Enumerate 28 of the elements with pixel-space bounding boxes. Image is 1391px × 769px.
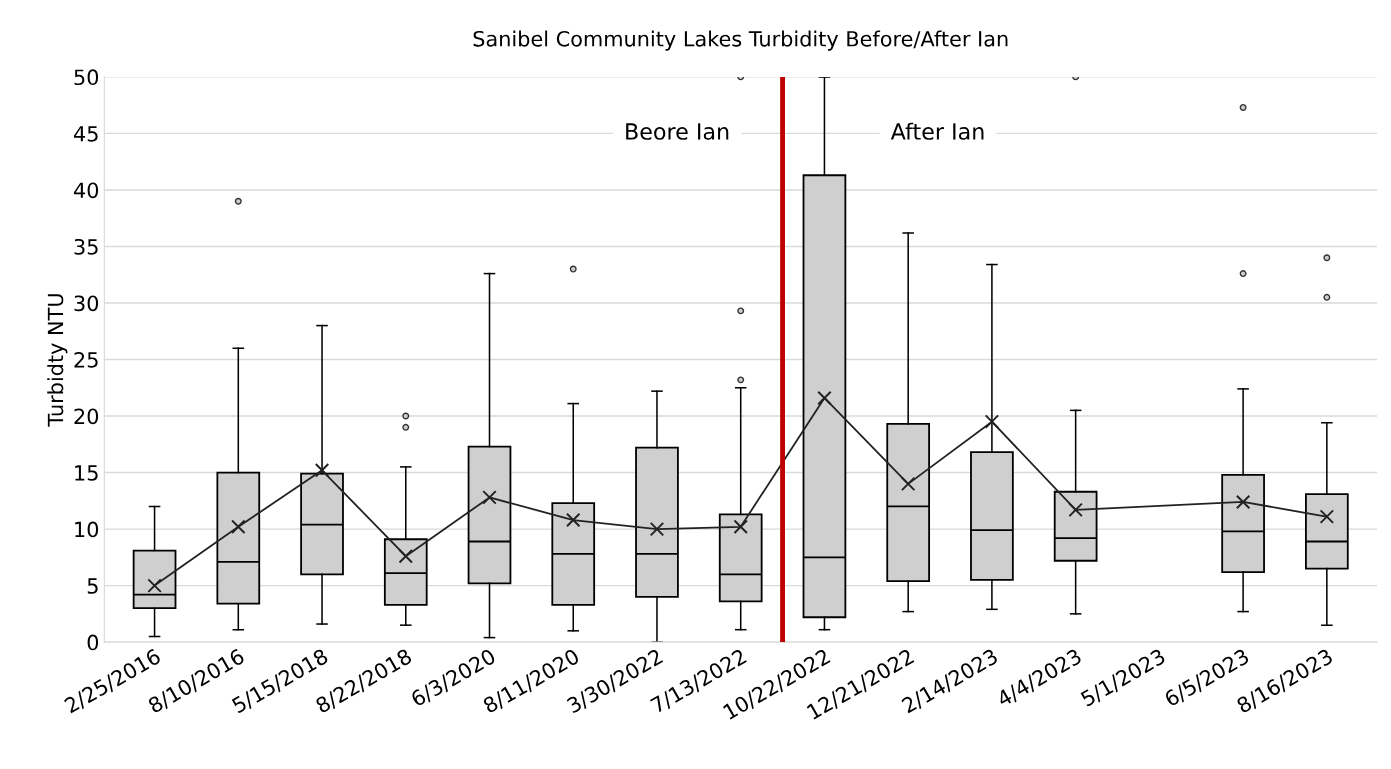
y-tick-label: 50 — [74, 69, 99, 86]
y-tick-label: 40 — [73, 182, 99, 199]
point — [482, 490, 497, 505]
point — [649, 521, 665, 537]
y-tick-label: 10 — [75, 521, 99, 538]
point — [900, 476, 916, 492]
y-tick-label: 30 — [74, 295, 99, 312]
annotation: Beore Ian — [626, 123, 729, 140]
point — [1319, 509, 1335, 524]
y-tick-label: 45 — [73, 126, 98, 142]
y-tick-label: 15 — [75, 465, 98, 481]
point — [1068, 502, 1083, 518]
annotation: After Ian — [890, 122, 984, 140]
chart-title: Sanibel Community Lakes Turbidity Before/After Ian — [473, 30, 1008, 51]
y-tick-label: 35 — [74, 238, 98, 255]
point — [1235, 494, 1251, 510]
point — [231, 519, 246, 535]
point — [566, 512, 581, 528]
point — [314, 463, 330, 478]
y-tick-label: 0 — [87, 634, 99, 651]
y-tick-label: 5 — [87, 578, 98, 594]
point — [733, 519, 748, 535]
y-axis-title: Turbidty NTU — [47, 294, 68, 427]
point — [984, 414, 1000, 429]
y-tick-label: 20 — [74, 408, 99, 425]
y-tick-label: 25 — [74, 351, 98, 368]
point — [398, 548, 413, 564]
point — [817, 390, 832, 406]
